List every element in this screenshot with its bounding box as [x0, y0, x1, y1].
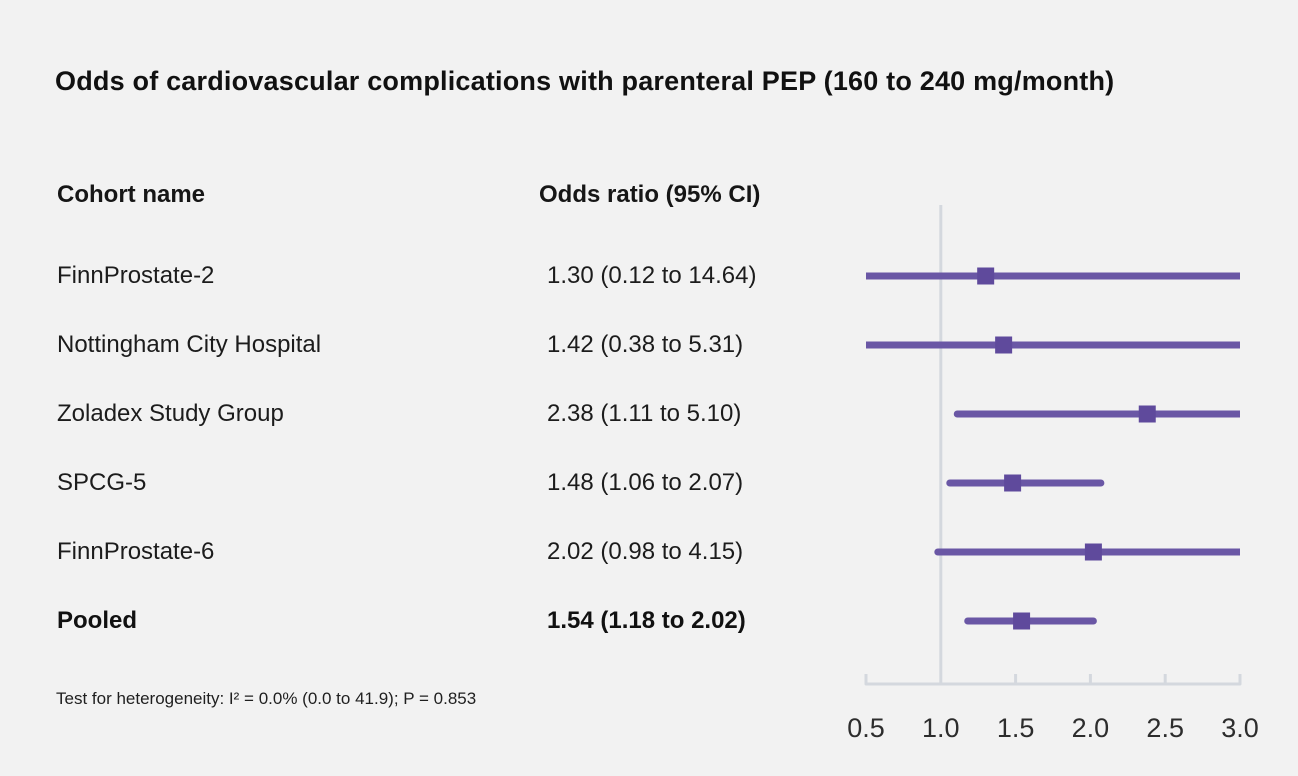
x-axis — [864, 674, 1242, 686]
axis-tick-label: 2.5 — [1146, 713, 1184, 743]
point-estimate-marker — [1004, 474, 1022, 492]
heterogeneity-note: Test for heterogeneity: I² = 0.0% (0.0 t… — [56, 689, 477, 708]
page-title: Odds of cardiovascular complications wit… — [55, 66, 1115, 96]
cohort-name: Pooled — [57, 607, 138, 634]
axis-tick-label: 0.5 — [847, 713, 885, 743]
cohort-name: SPCG-5 — [57, 469, 147, 496]
point-estimate-marker — [977, 267, 995, 285]
point-estimate-marker — [1138, 405, 1156, 423]
cohort-name: FinnProstate-6 — [57, 538, 215, 565]
point-estimate-marker — [1084, 543, 1102, 561]
axis-tick-label: 3.0 — [1221, 713, 1259, 743]
odds-ratio-column-header: Odds ratio (95% CI) — [539, 181, 761, 208]
ci-line-cap — [964, 617, 972, 625]
ci-line-cap — [953, 410, 961, 418]
odds-ratio-value: 1.30 (0.12 to 14.64) — [547, 262, 757, 289]
point-estimate-marker — [995, 336, 1013, 354]
point-estimate-marker — [1013, 612, 1031, 630]
ci-line-cap — [946, 479, 954, 487]
axis-tick-label: 1.0 — [922, 713, 960, 743]
odds-ratio-value: 1.42 (0.38 to 5.31) — [547, 331, 744, 358]
axis-tick-label: 1.5 — [997, 713, 1035, 743]
ci-line-cap — [1089, 617, 1097, 625]
cohort-column-header: Cohort name — [57, 181, 206, 208]
odds-ratio-value: 2.02 (0.98 to 4.15) — [547, 538, 744, 565]
cohort-name: Nottingham City Hospital — [57, 331, 322, 358]
axis-tick-label: 2.0 — [1072, 713, 1110, 743]
odds-ratio-value: 1.48 (1.06 to 2.07) — [547, 469, 744, 496]
cohort-name: FinnProstate-2 — [57, 262, 215, 289]
odds-ratio-value: 2.38 (1.11 to 5.10) — [547, 400, 742, 427]
odds-ratio-value: 1.54 (1.18 to 2.02) — [547, 607, 746, 634]
cohort-name: Zoladex Study Group — [57, 400, 284, 427]
ci-line-cap — [934, 548, 942, 556]
ci-line-cap — [1097, 479, 1105, 487]
